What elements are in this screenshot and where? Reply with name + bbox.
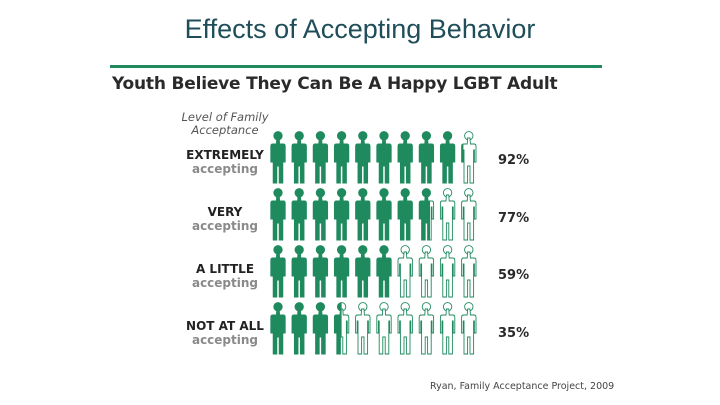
person-figure xyxy=(461,188,477,241)
person-figure xyxy=(439,131,456,184)
person-figure xyxy=(397,302,413,355)
chart-title: Youth Believe They Can Be A Happy LGBT A… xyxy=(112,74,558,94)
person-figure xyxy=(312,245,329,298)
row-label-line1: EXTREMELY xyxy=(186,148,264,162)
person-figure xyxy=(291,131,307,184)
person-figure xyxy=(291,245,307,298)
row-label-a-little: A LITTLE accepting xyxy=(160,262,290,290)
person-figure xyxy=(355,245,371,298)
source-citation: Ryan, Family Acceptance Project, 2009 xyxy=(430,381,615,392)
person-figure xyxy=(376,245,392,298)
person-figure xyxy=(418,302,435,355)
person-figure xyxy=(461,302,477,355)
person-figure xyxy=(312,131,329,184)
slide-title: Effects of Accepting Behavior xyxy=(184,14,536,44)
row-label-line2: accepting xyxy=(191,333,259,347)
person-figure xyxy=(355,302,371,355)
person-figure xyxy=(355,131,371,184)
value-label-not-at-all: 35% xyxy=(498,326,530,341)
person-figure xyxy=(376,131,392,184)
person-figure xyxy=(376,302,392,355)
person-figure xyxy=(418,131,435,184)
person-figure xyxy=(333,302,350,355)
row-label-line1: A LITTLE xyxy=(195,262,255,276)
person-figure xyxy=(461,131,477,184)
person-figure xyxy=(439,302,456,355)
row-label-line1: VERY xyxy=(207,205,243,219)
person-figure xyxy=(333,188,350,241)
row-label-line2: accepting xyxy=(191,162,259,176)
person-figure xyxy=(439,188,456,241)
person-figure xyxy=(418,188,435,241)
row-label-very: VERY accepting xyxy=(160,205,290,233)
person-figure xyxy=(270,245,286,298)
person-figure xyxy=(397,245,413,298)
value-label-a-little: 59% xyxy=(498,268,530,283)
title-divider xyxy=(110,65,602,68)
person-figure xyxy=(397,131,413,184)
person-figure xyxy=(291,302,307,355)
row-label-line2: accepting xyxy=(191,219,259,233)
person-figure xyxy=(439,245,456,298)
row-label-not-at-all: NOT AT ALL accepting xyxy=(160,319,290,347)
person-figure xyxy=(397,188,413,241)
person-figure xyxy=(461,245,477,298)
row-label-line2: accepting xyxy=(191,276,259,290)
value-label-extremely: 92% xyxy=(498,153,530,168)
row-label-extremely: EXTREMELY accepting xyxy=(160,148,290,176)
person-figure xyxy=(355,188,371,241)
person-figure xyxy=(270,131,286,184)
person-figure xyxy=(333,131,350,184)
person-figure xyxy=(270,188,286,241)
row-label-line1: NOT AT ALL xyxy=(186,319,264,333)
person-figure xyxy=(312,188,329,241)
person-figure xyxy=(312,302,329,355)
person-figure xyxy=(270,302,286,355)
person-figure xyxy=(291,188,307,241)
person-figure xyxy=(418,245,435,298)
person-figure xyxy=(376,188,392,241)
person-figure xyxy=(333,245,350,298)
value-label-very: 77% xyxy=(498,211,530,226)
level-label: Level of Family Acceptance xyxy=(181,110,269,137)
